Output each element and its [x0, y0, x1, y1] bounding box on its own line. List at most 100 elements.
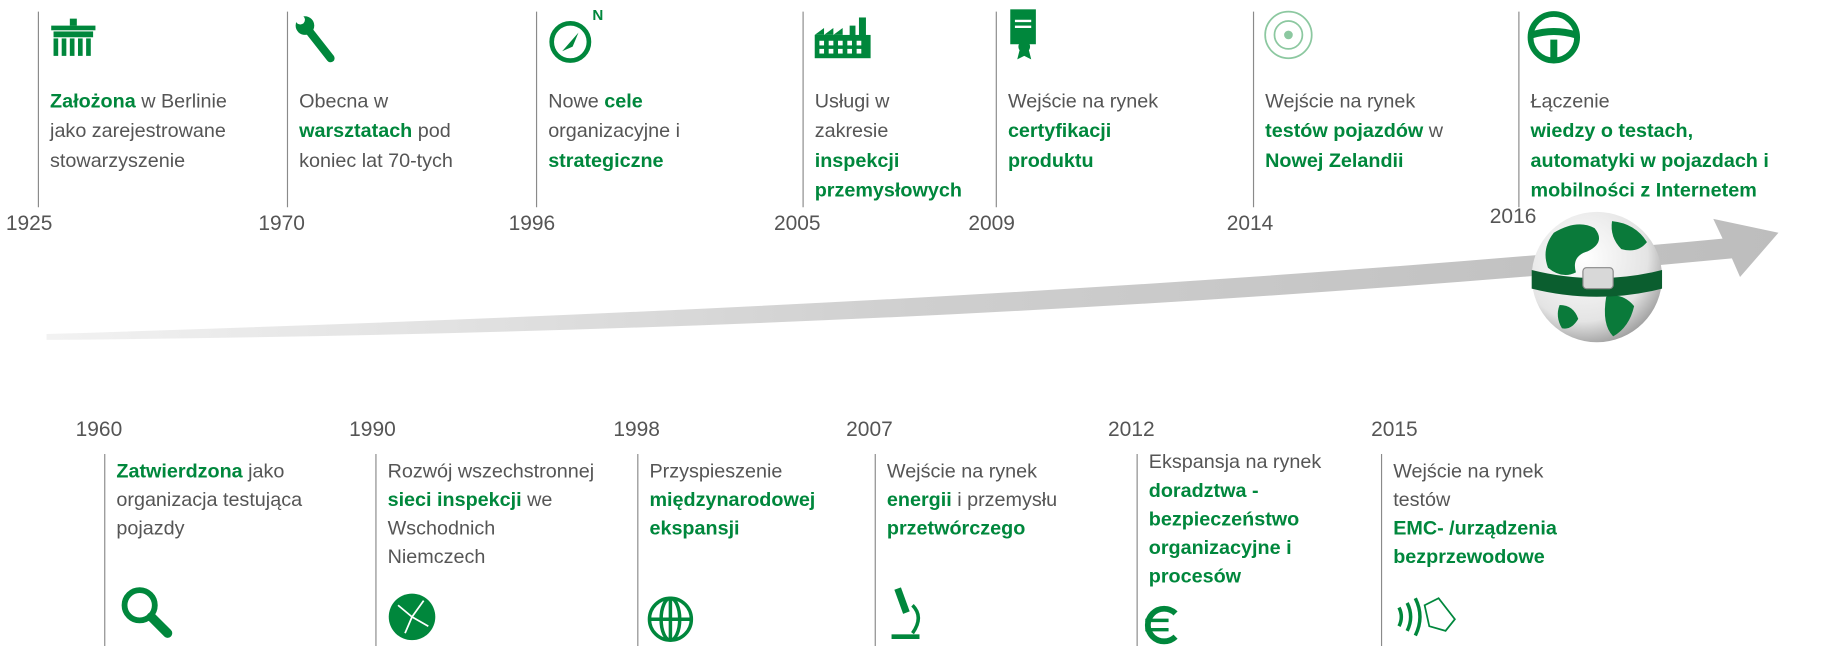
description-line: testów	[1393, 489, 1451, 511]
description-line: EMC- /urządzenia	[1393, 518, 1558, 540]
description-line: Wejście na rynek	[887, 461, 1037, 483]
highlighted-text: Założona	[50, 91, 137, 113]
highlighted-text: procesów	[1149, 566, 1242, 588]
year-label: 2015	[1371, 418, 1418, 441]
globe-icon	[1532, 212, 1662, 342]
compass-icon: N	[552, 7, 604, 61]
year-label: 1970	[258, 212, 305, 235]
microscope-icon	[892, 587, 920, 639]
description-line: automatyki w pojazdach i	[1531, 150, 1769, 172]
page: {"top_events": [ {"year": "1925", "lines…	[0, 0, 1825, 646]
text-run: testów	[1393, 489, 1451, 511]
highlighted-text: wiedzy o testach,	[1530, 120, 1694, 142]
text-run: Nowe	[548, 91, 604, 113]
text-run: organizacja testująca	[116, 489, 302, 511]
year-label: 2016	[1490, 205, 1537, 228]
highlighted-text: przemysłowych	[815, 180, 962, 202]
highlighted-text: Nowej Zelandii	[1265, 150, 1403, 172]
description-line: Wschodnich	[388, 518, 496, 540]
text-run: Łączenie	[1531, 91, 1610, 113]
description-line: energii i przemysłu	[887, 489, 1057, 511]
description-line: Rozwój wszechstronnej	[388, 461, 595, 483]
description-line: Przyspieszenie	[649, 461, 782, 483]
text-run: jako	[243, 461, 285, 483]
year-label: 1998	[613, 418, 660, 441]
year-label: 2005	[774, 212, 821, 235]
highlighted-text: międzynarodowej	[649, 489, 815, 511]
highlighted-text: inspekcji	[815, 150, 900, 172]
inspection-disc-icon	[1265, 12, 1312, 59]
wireless-icon	[1399, 598, 1455, 635]
description-line: przemysłowych	[815, 180, 962, 202]
highlighted-text: strategiczne	[548, 150, 663, 172]
timeline: N 1925Założona w Berliniejako zar	[0, 0, 1825, 646]
text-run: Wejście na rynek	[1008, 91, 1158, 113]
text-run: Wejście na rynek	[1393, 461, 1543, 483]
description-line: stowarzyszenie	[50, 150, 185, 172]
description-line: międzynarodowej	[649, 489, 815, 511]
description-line: wiedzy o testach,	[1530, 120, 1694, 142]
text-run: organizacyjne i	[548, 120, 680, 142]
description-line: jako zarejestrowane	[49, 120, 226, 142]
year-label: 1960	[76, 418, 123, 441]
description-line: ekspansji	[649, 518, 739, 540]
highlighted-text: bezpieczeństwo	[1149, 509, 1299, 531]
description-line: Założona w Berlinie	[50, 91, 227, 113]
network-icon	[389, 594, 436, 641]
description-line: Wejście na rynek	[1265, 91, 1415, 113]
description-line: mobilności z Internetem	[1531, 180, 1757, 202]
highlighted-text: sieci inspekcji	[388, 489, 522, 511]
highlighted-text: bezprzewodowe	[1393, 546, 1545, 568]
wrench-icon	[296, 15, 331, 58]
text-run: Niemczech	[388, 546, 486, 568]
text-run: Wschodnich	[388, 518, 496, 540]
highlighted-text: produktu	[1008, 150, 1094, 172]
highlighted-text: mobilności z Internetem	[1531, 180, 1757, 202]
text-run: stowarzyszenie	[50, 150, 185, 172]
description-line: przetwórczego	[887, 518, 1025, 540]
description-line: certyfikacji	[1008, 120, 1111, 142]
text-run: pod	[412, 120, 450, 142]
gate-icon	[51, 19, 95, 56]
description-line: doradztwa -	[1149, 480, 1259, 502]
highlighted-text: organizacyjne i	[1149, 537, 1292, 559]
text-run: w Berlinie	[136, 91, 227, 113]
description-line: produktu	[1008, 150, 1094, 172]
highlighted-text: warsztatach	[298, 120, 412, 142]
timeline-arrow	[47, 219, 1779, 340]
description-line: Ekspansja na rynek	[1149, 451, 1322, 473]
highlighted-text: testów pojazdów	[1265, 120, 1424, 142]
highlighted-text: doradztwa -	[1149, 480, 1259, 502]
description-line: organizacja testująca	[116, 489, 302, 511]
year-label: 1925	[6, 212, 53, 235]
text-run: koniec lat 70-tych	[299, 150, 453, 172]
description-line: Wejście na rynek	[1008, 91, 1158, 113]
highlighted-text: certyfikacji	[1008, 120, 1111, 142]
text-run: zakresie	[815, 120, 889, 142]
globe-grid-icon	[649, 598, 691, 640]
description-line: Zatwierdzona jako	[116, 461, 284, 483]
text-run: i przemysłu	[952, 489, 1057, 511]
description-line: strategiczne	[548, 150, 663, 172]
description-line: Niemczech	[388, 546, 486, 568]
text-run: Wejście na rynek	[887, 461, 1037, 483]
highlighted-text: cele	[604, 91, 642, 113]
text-run: Rozwój wszechstronnej	[388, 461, 595, 483]
year-label: 2012	[1108, 418, 1155, 441]
description-line: inspekcji	[815, 150, 900, 172]
description-line: Nowe cele	[548, 91, 643, 113]
description-line: sieci inspekcji we	[388, 489, 553, 511]
euro-icon	[1145, 609, 1175, 642]
factory-icon	[815, 17, 871, 58]
magnifier-icon	[125, 590, 168, 633]
description-line: Wejście na rynek	[1393, 461, 1543, 483]
certificate-icon	[1010, 9, 1036, 59]
highlighted-text: przetwórczego	[887, 518, 1025, 540]
highlighted-text: EMC- /urządzenia	[1393, 518, 1558, 540]
year-label: 2014	[1227, 212, 1274, 235]
year-label: 2009	[968, 212, 1015, 235]
description-line: Usługi w	[815, 91, 890, 113]
highlighted-text: energii	[887, 489, 952, 511]
text-run: pojazdy	[116, 518, 184, 540]
description-line: Obecna w	[299, 91, 389, 113]
